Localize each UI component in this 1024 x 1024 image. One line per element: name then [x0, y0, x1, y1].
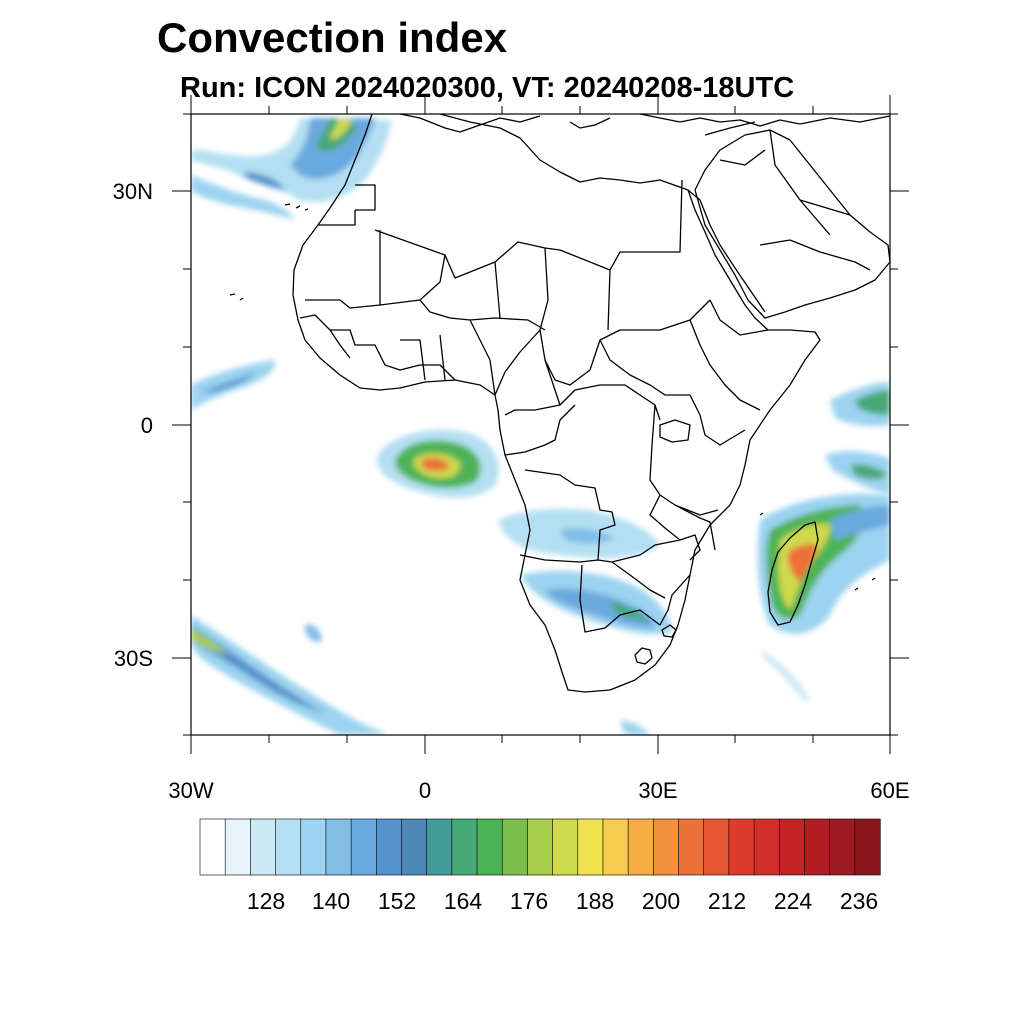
lesotho-border — [634, 647, 653, 665]
lon-label-30w: 30W — [168, 778, 213, 803]
convection-area-atlantic-5n — [191, 360, 276, 410]
colorbar-swatch — [602, 818, 629, 876]
middle-east-borders — [704, 121, 871, 271]
colorbar-swatch — [778, 818, 806, 876]
colorbar-swatch — [527, 818, 554, 876]
colorbar-swatch — [199, 818, 226, 876]
colorbar-swatch — [653, 818, 680, 876]
map-subtitle: Run: ICON 2024020300, VT: 20240208-18UTC — [180, 72, 795, 104]
convection-field — [191, 118, 890, 735]
colorbar-swatch — [678, 818, 705, 876]
colorbar — [199, 818, 881, 876]
convection-area-ne-atlantic — [191, 118, 392, 220]
convection-area-south-atlantic — [191, 615, 810, 735]
colorbar-label: 164 — [443, 888, 483, 914]
lon-label-30e: 30E — [638, 778, 677, 803]
lon-label-60e: 60E — [870, 778, 909, 803]
colorbar-swatch — [501, 818, 529, 876]
arabian-peninsula-coastline — [694, 129, 890, 319]
colorbar-label: 128 — [246, 888, 286, 914]
lat-label-30n: 30N — [113, 179, 153, 204]
canary-islands — [284, 203, 309, 211]
colorbar-swatch — [829, 818, 856, 876]
lat-label-30s: 30S — [114, 646, 153, 671]
red-sea-coast — [687, 189, 766, 313]
colorbar-swatch — [804, 818, 831, 876]
country-borders — [299, 179, 769, 633]
colorbar-swatch — [854, 818, 881, 876]
lon-label-0: 0 — [419, 778, 431, 803]
colorbar-swatch — [375, 818, 403, 876]
colorbar-swatch — [753, 818, 780, 876]
colorbar-label: 224 — [773, 888, 813, 914]
colorbar-label: 152 — [377, 888, 417, 914]
colorbar-swatch — [300, 818, 327, 876]
africa-coastline — [292, 114, 821, 693]
lake-victoria — [659, 419, 691, 443]
map-frame — [190, 113, 891, 736]
axis-ticks — [172, 95, 909, 754]
colorbar-label: 200 — [641, 888, 681, 914]
colorbar-swatch — [350, 818, 377, 876]
madagascar-coastline — [767, 521, 819, 626]
colorbar-swatch — [476, 818, 503, 876]
colorbar-label: 176 — [509, 888, 549, 914]
convection-area-gulf-of-guinea — [377, 429, 499, 498]
colorbar-label: 212 — [707, 888, 747, 914]
colorbar-swatch — [577, 818, 604, 876]
coastlines-and-borders — [229, 114, 890, 693]
eswatini-border — [661, 624, 677, 638]
colorbar-swatch — [325, 818, 352, 876]
colorbar-label: 236 — [839, 888, 879, 914]
colorbar-swatch — [703, 818, 730, 876]
colorbar-swatch — [627, 818, 654, 876]
colorbar-swatch — [250, 818, 277, 876]
map-title: Convection index — [157, 14, 508, 61]
comoros-mauritius — [759, 512, 876, 591]
colorbar-swatch — [401, 818, 428, 876]
colorbar-label: 140 — [311, 888, 351, 914]
convection-area-madagascar — [757, 493, 890, 634]
lat-label-0: 0 — [141, 413, 153, 438]
colorbar-swatch — [426, 818, 453, 876]
colorbar-swatch — [728, 818, 755, 876]
convection-area-indian-ocean — [825, 382, 890, 495]
colorbar-swatch — [451, 818, 478, 876]
cape-verde — [229, 293, 244, 301]
colorbar-swatch — [224, 818, 251, 876]
colorbar-swatch — [552, 818, 579, 876]
colorbar-swatch — [275, 818, 302, 876]
colorbar-label: 188 — [575, 888, 615, 914]
convection-area-southern-africa — [498, 508, 672, 635]
